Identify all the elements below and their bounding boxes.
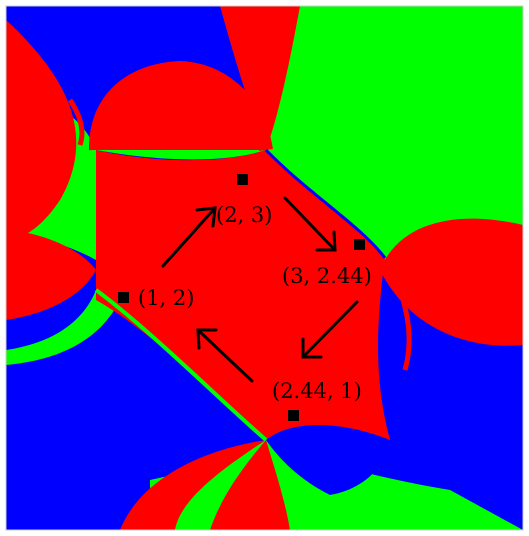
red-boundary-left xyxy=(67,98,85,146)
cycle-arrows xyxy=(161,196,359,383)
green-region-left-lower xyxy=(6,290,120,365)
blue-boundary-diagonal xyxy=(264,148,387,259)
green-boundary-diagonal xyxy=(94,288,268,442)
plot-frame xyxy=(5,5,524,531)
point-label-2-3: (2, 3) xyxy=(216,203,272,227)
point-marker-1-2 xyxy=(118,292,129,303)
point-label-1-2: (1, 2) xyxy=(138,286,194,310)
red-lobe-top-left xyxy=(6,20,77,240)
red-lobe-left xyxy=(6,230,96,320)
arrow-3-to-4 xyxy=(301,300,359,359)
point-marker-2.44-1 xyxy=(288,410,299,421)
red-boundary-right xyxy=(397,289,412,371)
arrow-1-to-2 xyxy=(161,206,217,268)
red-region-central xyxy=(96,150,390,443)
point-marker-3-2.44 xyxy=(354,239,365,250)
red-lobe-bottom-left xyxy=(120,440,266,530)
blue-cap-bottom xyxy=(266,425,390,495)
arrow-2-to-3 xyxy=(283,196,337,252)
point-label-3-2.44: (3, 2.44) xyxy=(282,264,372,288)
red-fan-bottom xyxy=(210,440,290,530)
point-label-2.44-1: (2.44, 1) xyxy=(272,379,362,403)
point-marker-2-3 xyxy=(237,174,248,185)
red-fan-top xyxy=(220,6,300,150)
red-lobe-right xyxy=(380,218,523,346)
arrow-4-to-1 xyxy=(196,328,254,383)
red-rim-top xyxy=(88,60,273,152)
